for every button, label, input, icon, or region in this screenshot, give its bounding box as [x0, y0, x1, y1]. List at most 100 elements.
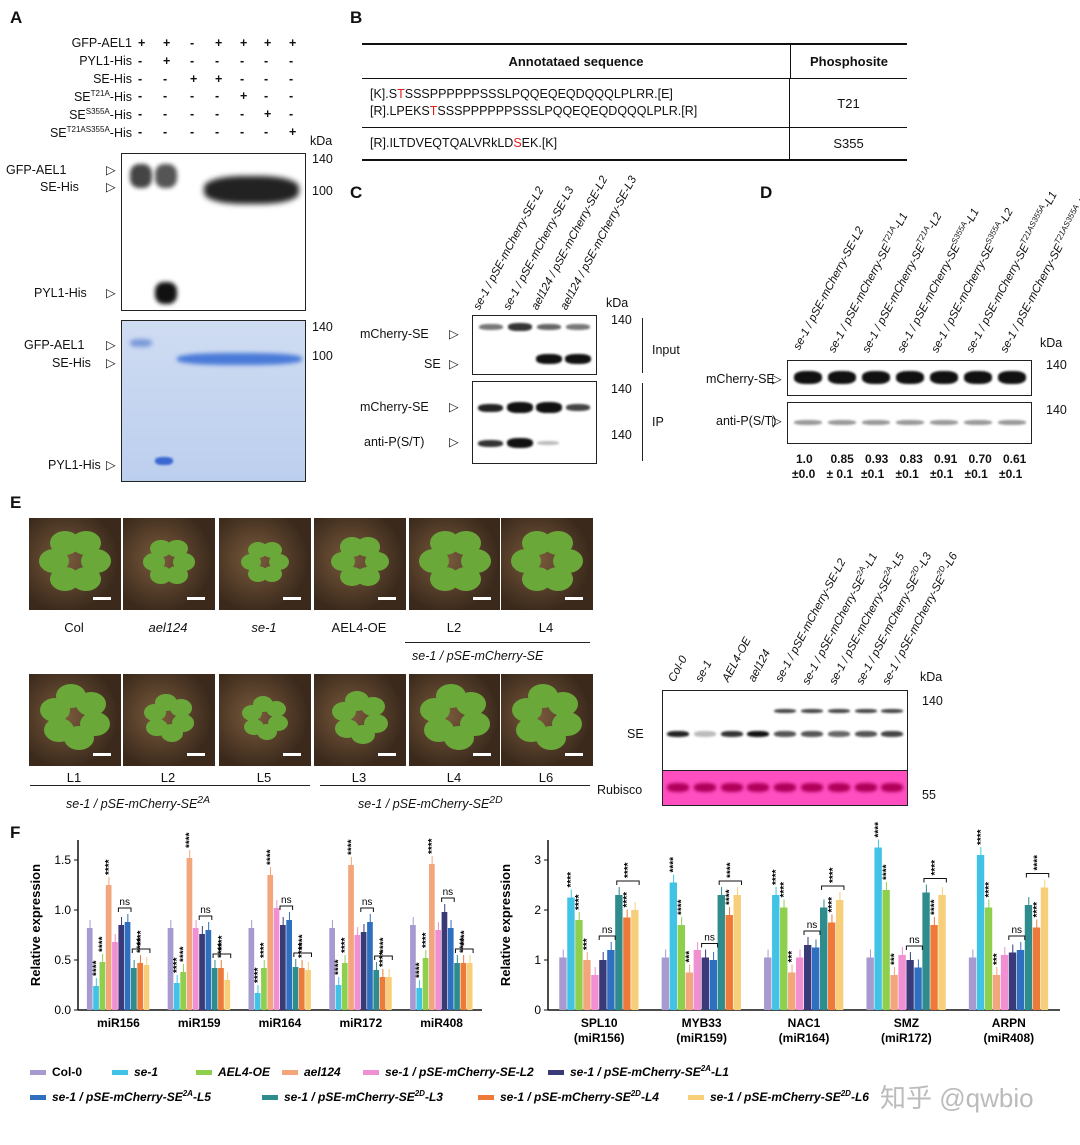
watermark: 知乎 @qwbio — [880, 1083, 1034, 1113]
significance-label: **** — [873, 822, 884, 838]
bar — [143, 965, 150, 1010]
condition-mark: + — [240, 89, 248, 104]
blot-band — [896, 371, 924, 384]
bar — [205, 930, 212, 1010]
d-mw-140-a: 140 — [1046, 358, 1067, 372]
x-category-label: ARPN — [992, 1016, 1026, 1030]
bar — [373, 970, 380, 1010]
quant-error: ±0.1 — [999, 467, 1023, 481]
bar — [280, 925, 286, 1010]
panel-b-label: B — [350, 8, 363, 27]
ns-bracket — [360, 907, 374, 912]
plant-photo — [408, 673, 502, 767]
condition-mark: - — [190, 107, 195, 122]
condition-mark: - — [190, 125, 195, 139]
significance-label: **** — [421, 932, 432, 948]
x-subcategory-label: (miR408) — [983, 1031, 1034, 1045]
panel-a-western-blot — [121, 153, 306, 311]
condition-label: GFP-AEL1 — [71, 36, 132, 50]
bar — [819, 907, 828, 1010]
sig-bracket — [293, 952, 313, 957]
legend-label: Col-0 — [52, 1065, 82, 1079]
d-mw-140-b: 140 — [1046, 403, 1067, 417]
blot-band — [794, 420, 822, 425]
bar — [890, 975, 898, 1010]
bar — [623, 917, 631, 1010]
bar — [780, 907, 788, 1010]
significance-label: **** — [725, 889, 736, 905]
y-tick-label: 2 — [534, 903, 541, 917]
bar — [124, 922, 131, 1010]
bar — [93, 986, 99, 1010]
significance-label: **** — [104, 859, 115, 875]
d-label-anti-pst: anti-P(S/T) — [716, 414, 777, 428]
sig-bracket — [454, 948, 474, 953]
panel-c-label: C — [350, 183, 363, 202]
y-tick-label: 0.0 — [54, 1003, 71, 1017]
blot-band — [794, 371, 822, 384]
lane-label: Col-0 — [666, 654, 690, 684]
c-input-label: Input — [652, 343, 680, 357]
peptide-sequence: [R].LPEKSTSSSPPPPPPSSSLPQQEQEQDQQQLPLR.[… — [370, 104, 698, 118]
lane-label: se-1 — [693, 658, 715, 684]
blot-band — [828, 371, 856, 384]
bar — [137, 963, 144, 1010]
panel-c-ip-blot — [472, 381, 597, 464]
significance-label: **** — [346, 839, 357, 855]
bar — [1024, 905, 1033, 1010]
gel-mw-100: 100 — [312, 349, 333, 363]
bar — [454, 963, 460, 1010]
ns-label: ns — [602, 925, 613, 936]
condition-mark: - — [289, 71, 294, 86]
bar — [292, 967, 299, 1010]
bar — [669, 882, 678, 1010]
bar — [329, 928, 335, 1010]
panel-f-label: F — [10, 823, 21, 842]
c-label-ip-mcherry-se: mCherry-SE — [360, 400, 429, 414]
bar — [938, 895, 946, 1010]
sig-bracket — [374, 955, 393, 960]
significance-label: **** — [459, 937, 470, 953]
bar — [733, 895, 741, 1010]
significance-label: **** — [259, 942, 270, 958]
legend-swatch — [262, 1095, 278, 1100]
significance-label: *** — [582, 938, 593, 950]
significance-label: **** — [98, 936, 109, 952]
condition-mark: - — [240, 125, 245, 139]
significance-label: **** — [297, 942, 308, 958]
ns-label: ns — [1012, 925, 1023, 936]
significance-label: **** — [1033, 855, 1044, 871]
peptide-sequence: [K].STSSSPPPPPPSSSLPQQEQEQDQQQLPLRR.[E] — [370, 87, 673, 101]
significance-label: **** — [930, 860, 941, 876]
blot-band — [862, 420, 890, 425]
bar — [286, 920, 293, 1010]
bar — [131, 968, 137, 1010]
plant-label: L2 — [446, 620, 462, 635]
legend-swatch — [363, 1070, 379, 1075]
blot-band — [896, 420, 924, 425]
bar — [105, 885, 112, 1010]
sig-bracket — [923, 878, 947, 883]
legend-swatch — [30, 1095, 46, 1100]
significance-label: **** — [566, 872, 577, 888]
sig-bracket — [718, 880, 743, 885]
ns-label: ns — [362, 897, 373, 908]
significance-label: **** — [378, 951, 389, 967]
blot-band — [964, 371, 992, 384]
ns-label: ns — [200, 905, 211, 916]
significance-label: **** — [725, 862, 736, 878]
bar — [591, 975, 599, 1010]
bar — [167, 928, 174, 1010]
x-category-label: miR156 — [97, 1016, 140, 1030]
condition-mark: - — [240, 107, 245, 122]
ns-label: ns — [281, 895, 292, 906]
e-bottom-group2: se-1 / pSE-mCherry-SE2D — [358, 795, 503, 812]
condition-mark: + — [289, 125, 297, 139]
legend-label: ael124 — [304, 1065, 341, 1079]
bar — [930, 925, 938, 1010]
legend-label: se-1 / pSE-mCherry-SE2D-L4 — [500, 1089, 659, 1104]
condition-mark: - — [264, 71, 269, 86]
significance-label: **** — [779, 882, 790, 898]
condition-mark: + — [264, 36, 272, 50]
condition-mark: - — [163, 125, 168, 139]
